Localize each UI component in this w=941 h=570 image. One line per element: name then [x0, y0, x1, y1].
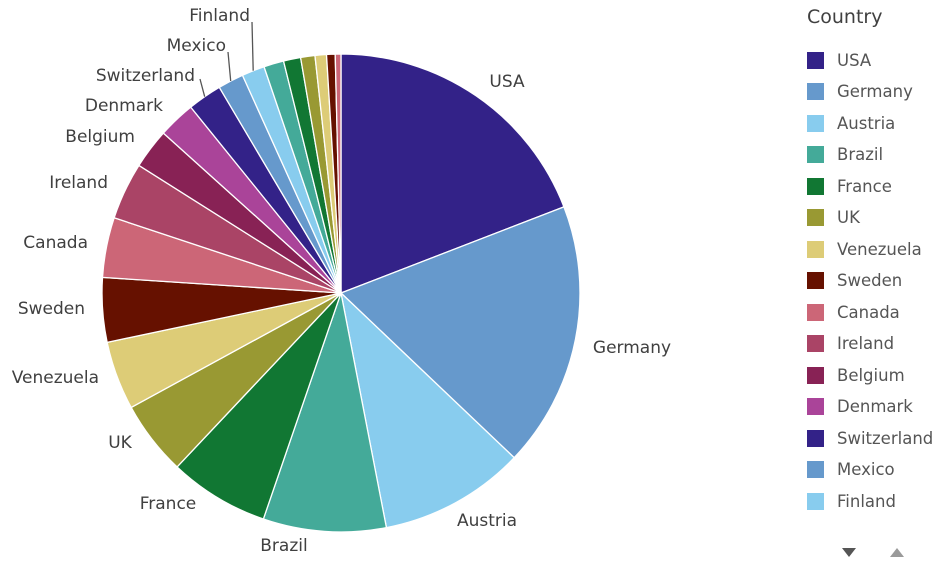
legend-item[interactable]: Switzerland	[807, 426, 933, 450]
legend-swatch	[807, 177, 824, 195]
slice-label: Switzerland	[96, 66, 195, 86]
legend-item[interactable]: UK	[807, 206, 860, 230]
legend-item[interactable]: Denmark	[807, 395, 913, 419]
legend-swatch	[807, 83, 824, 100]
slice-label: Canada	[23, 233, 88, 253]
legend-swatch	[807, 303, 824, 321]
scroll-up-icon[interactable]	[890, 548, 904, 557]
pie-slice-germany[interactable]	[339, 205, 581, 459]
slice-label: Sweden	[18, 299, 85, 319]
leader-line	[227, 51, 232, 82]
legend-item[interactable]: Mexico	[807, 458, 895, 482]
legend-title: Country	[807, 6, 883, 28]
legend-item[interactable]: Austria	[807, 111, 895, 135]
legend-item[interactable]: USA	[807, 48, 871, 72]
legend-label: Switzerland	[837, 428, 934, 448]
slice-label: Ireland	[49, 173, 108, 193]
legend-label: UK	[837, 208, 860, 227]
legend-label: Ireland	[837, 334, 895, 353]
slice-label: Denmark	[85, 96, 163, 116]
pie-slice-usa[interactable]	[340, 53, 565, 294]
legend-label: Venezuela	[837, 239, 922, 259]
legend-swatch	[807, 114, 824, 132]
legend: Country USA Germany Austria Brazil France UK V…	[807, 0, 941, 570]
slice-label: Finland	[189, 6, 250, 26]
pie-slice-austria[interactable]	[339, 291, 516, 529]
pie-chart: USA Germany Austria Brazil France UK Venezuela…	[12, 6, 671, 556]
slice-label: Germany	[593, 338, 671, 358]
slice-label: Belgium	[65, 127, 135, 147]
legend-swatch	[807, 398, 824, 415]
legend-swatch	[807, 240, 824, 258]
legend-item[interactable]: Sweden	[807, 269, 902, 293]
slice-label: Mexico	[167, 36, 226, 56]
legend-swatch	[807, 429, 824, 447]
legend-swatch	[807, 51, 824, 69]
legend-swatch	[807, 461, 824, 478]
slice-label: France	[140, 494, 197, 514]
pie-slice[interactable]	[334, 53, 342, 294]
legend-swatch	[807, 209, 824, 226]
legend-item[interactable]: Belgium	[807, 363, 905, 387]
legend-label: Finland	[837, 491, 896, 511]
slice-label: Venezuela	[12, 368, 99, 388]
legend-item[interactable]: Finland	[807, 489, 896, 513]
slice-label: USA	[489, 72, 525, 92]
slice-label: Austria	[457, 511, 517, 531]
leader-line	[199, 78, 206, 97]
legend-label: Denmark	[837, 397, 913, 416]
legend-item[interactable]: Ireland	[807, 332, 894, 356]
slice-label: Brazil	[260, 536, 307, 556]
legend-label: Brazil	[837, 145, 884, 164]
legend-item[interactable]: Brazil	[807, 143, 883, 167]
legend-swatch	[807, 492, 824, 510]
legend-swatch	[807, 146, 824, 163]
legend-item[interactable]: Venezuela	[807, 237, 922, 261]
scroll-down-icon[interactable]	[842, 548, 856, 557]
legend-label: Mexico	[837, 460, 895, 479]
legend-swatch	[807, 366, 824, 384]
legend-swatch	[807, 335, 824, 352]
legend-item[interactable]: Germany	[807, 80, 913, 104]
pie-slice-brazil[interactable]	[262, 290, 388, 533]
legend-label: France	[837, 176, 892, 196]
legend-label: USA	[837, 50, 872, 70]
legend-item[interactable]: Canada	[807, 300, 900, 324]
legend-swatch	[807, 272, 824, 289]
legend-label: Sweden	[837, 271, 903, 290]
slice-label: UK	[108, 433, 132, 453]
legend-label: Austria	[837, 113, 896, 133]
legend-item[interactable]: France	[807, 174, 892, 198]
legend-label: Canada	[837, 302, 900, 322]
legend-label: Belgium	[837, 365, 905, 385]
leader-line	[251, 21, 254, 71]
legend-label: Germany	[837, 82, 913, 101]
